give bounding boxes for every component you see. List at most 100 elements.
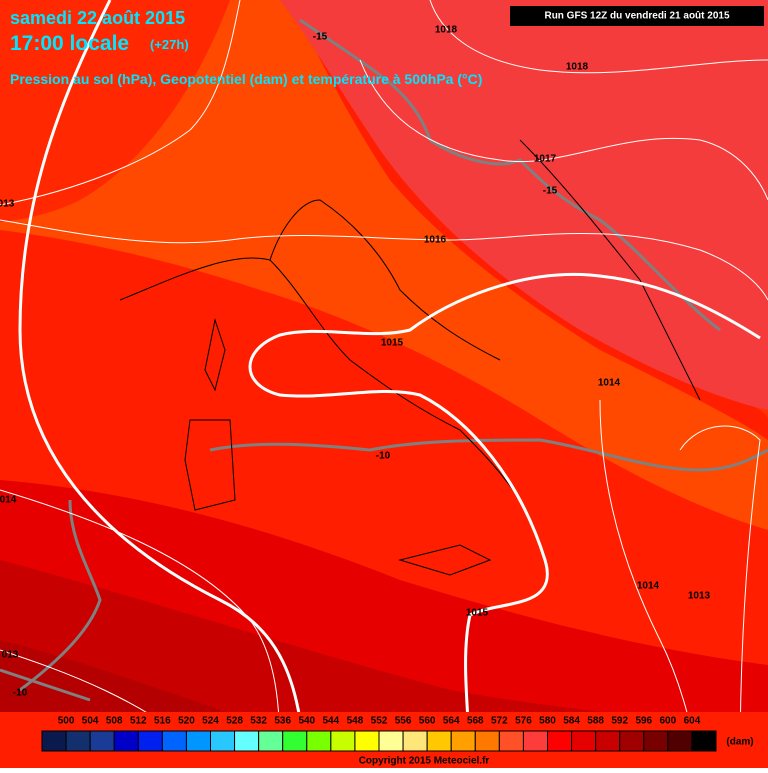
isobar xyxy=(679,425,761,769)
run-box xyxy=(510,6,764,26)
colorbar-tick-label: 568 xyxy=(467,716,484,727)
coastline xyxy=(119,257,521,501)
colorbar-tick-label: 516 xyxy=(154,716,171,727)
isobar xyxy=(359,59,768,201)
colorbar-swatch xyxy=(450,730,476,752)
colorbar-swatch xyxy=(65,730,91,752)
colorbar-tick-label: 604 xyxy=(684,716,701,727)
time: 17:00 locale xyxy=(10,32,129,55)
colorbar-tick-label: 560 xyxy=(419,716,436,727)
copyright: Copyright 2015 Meteociel.fr xyxy=(359,756,490,767)
isobar-label: 1015 xyxy=(381,338,404,349)
isobar xyxy=(0,489,281,769)
colorbar-tick-label: 576 xyxy=(515,716,532,727)
coastlines xyxy=(119,139,701,576)
colorbar-swatch xyxy=(113,730,139,752)
colorbar-swatch xyxy=(354,730,380,752)
run-info: Run GFS 12Z du vendredi 21 août 2015 xyxy=(544,11,729,22)
contour xyxy=(299,18,721,332)
colorbar-tick-label: 552 xyxy=(371,716,388,727)
isobar-label: 1015 xyxy=(466,608,489,619)
colorbar-swatch xyxy=(522,730,549,752)
isobar-label: 1017 xyxy=(534,154,557,165)
coastline xyxy=(184,419,236,511)
colorbar-tick-label: 572 xyxy=(491,716,508,727)
colorbar-swatch xyxy=(89,730,115,752)
colorbar-tick-label: 504 xyxy=(82,716,99,727)
temperature-label: -10 xyxy=(13,688,28,699)
colorbar-tick-label: 500 xyxy=(58,716,75,727)
colorbar-swatch xyxy=(41,730,67,752)
colorbar-tick-label: 540 xyxy=(298,716,315,727)
temperature-label: -15 xyxy=(313,32,328,43)
temperature-label: -10 xyxy=(376,451,391,462)
colorbar: 500 504 508 512 516 520 524 528 532 536 540 544 548 5… xyxy=(41,716,717,752)
colorbar-tick-label: 524 xyxy=(202,716,219,727)
coastline xyxy=(398,544,492,576)
lead-time: (+27h) xyxy=(150,37,189,52)
colorbar-tick-label: 580 xyxy=(539,716,556,727)
isobar xyxy=(0,0,241,206)
isobar-label: 014 xyxy=(0,495,17,506)
field-zone xyxy=(280,0,768,410)
field-zone xyxy=(0,0,230,222)
colorbar-swatch xyxy=(691,730,717,752)
contour xyxy=(19,499,102,692)
coastline xyxy=(519,139,701,401)
colorbar-swatch xyxy=(426,730,452,752)
field-zone xyxy=(0,0,768,530)
isobar-label: 1018 xyxy=(435,25,458,36)
colorbar-swatch xyxy=(402,730,428,752)
colorbar-swatch xyxy=(619,730,645,752)
contour xyxy=(209,438,768,472)
colorbar-swatch xyxy=(258,730,284,752)
contour xyxy=(0,668,91,702)
colorbar-swatch xyxy=(306,730,332,752)
map-labels: 1018 1018 1017 1016 1015 1014 1014 1013 1015 013 0… xyxy=(0,25,711,699)
colorbar-swatch xyxy=(474,730,500,752)
colorbar-tick-label: 528 xyxy=(226,716,243,727)
colorbar-tick-label: 544 xyxy=(323,716,340,727)
coastline xyxy=(269,199,501,361)
colorbar-tick-label: 556 xyxy=(395,716,412,727)
colorbar-swatch xyxy=(330,730,356,752)
colorbar-swatch xyxy=(498,730,524,752)
colorbar-tick-label: 584 xyxy=(563,716,580,727)
temperature-label: -15 xyxy=(543,186,558,197)
colorbar-tick-label: 532 xyxy=(250,716,267,727)
isobar-label: 1018 xyxy=(566,62,589,73)
colorbar-swatch xyxy=(595,730,621,752)
colorbar-tick-label: 512 xyxy=(130,716,147,727)
isobar-label: 013 xyxy=(0,199,15,210)
colorbar-swatch xyxy=(378,730,404,752)
temperature-contours xyxy=(0,18,768,702)
colorbar-swatch xyxy=(185,730,212,752)
colorbar-swatch xyxy=(667,730,693,752)
colorbar-tick-label: 588 xyxy=(587,716,604,727)
colorbar-swatch xyxy=(210,730,236,752)
colorbar-swatch xyxy=(282,730,308,752)
colorbar-tick-label: 600 xyxy=(660,716,677,727)
isobar-label: 1016 xyxy=(424,235,447,246)
colorbar-tick-label: 592 xyxy=(611,716,628,727)
isobar xyxy=(0,219,768,301)
subtitle: Pression au sol (hPa), Geopotentiel (dam… xyxy=(10,71,482,87)
colorbar-tick-label: 564 xyxy=(443,716,460,727)
colorbar-tick-label: 520 xyxy=(178,716,195,727)
isobar-label: 1014 xyxy=(598,378,621,389)
colorbar-swatch xyxy=(547,730,573,752)
legend-unit: (dam) xyxy=(726,737,753,748)
isobar-label: 1013 xyxy=(688,591,711,602)
colorbar-tick-label: 596 xyxy=(635,716,652,727)
date: samedi 22 août 2015 xyxy=(10,8,185,28)
colorbar-tick-label: 548 xyxy=(347,716,364,727)
colorbar-swatch xyxy=(234,730,260,752)
isobar-label: 1014 xyxy=(637,581,660,592)
isobar-label: 013 xyxy=(2,650,19,661)
colorbar-tick-label: 508 xyxy=(106,716,123,727)
colorbar-swatch xyxy=(571,730,597,752)
colorbar-swatch xyxy=(137,730,163,752)
isobar xyxy=(429,0,768,74)
isobar xyxy=(18,0,307,769)
